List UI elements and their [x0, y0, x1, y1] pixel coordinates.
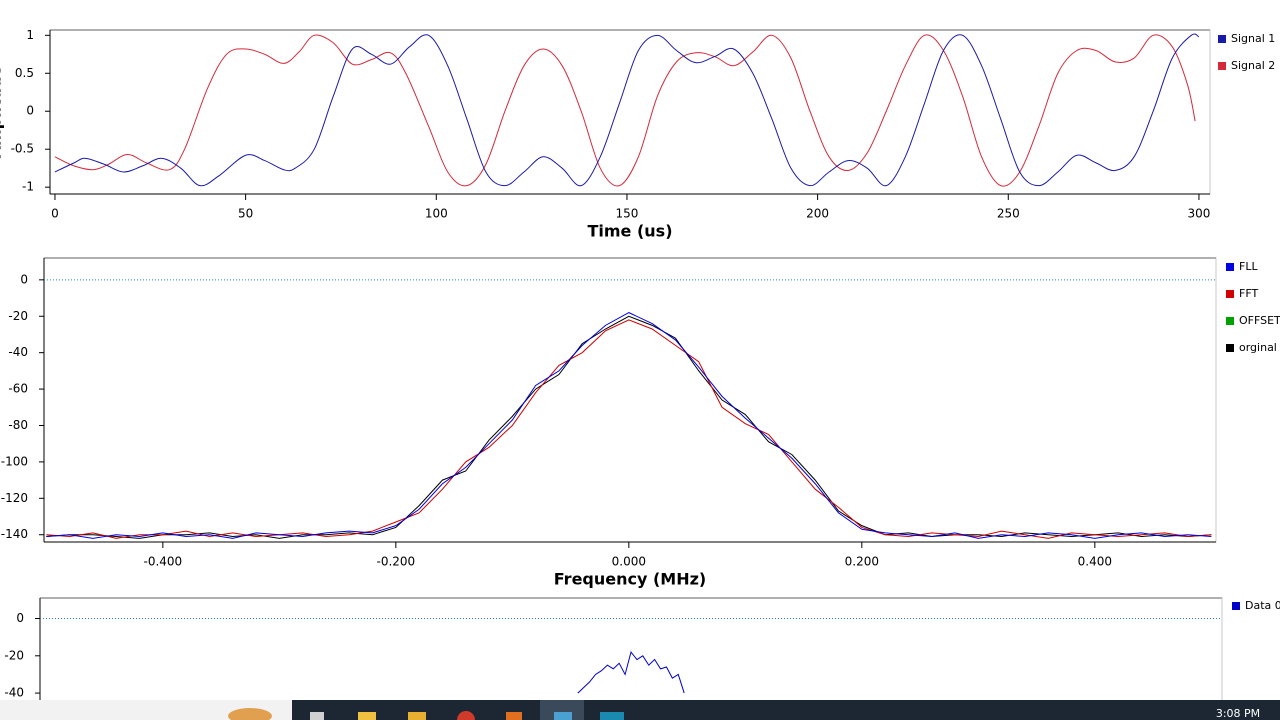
- y-tick-label: -1: [22, 180, 34, 194]
- legend-label: FLL: [1239, 260, 1258, 273]
- x-tick-label: -0.200: [376, 555, 415, 569]
- search-art: [228, 708, 272, 720]
- x-tick-label: 0.000: [612, 555, 646, 569]
- legend-swatch: [1226, 344, 1234, 352]
- y-tick-label: -60: [8, 382, 28, 396]
- series-line: [577, 650, 685, 694]
- y-tick-label: -20: [8, 309, 28, 323]
- charts: -1 -0.5 0 0.5 1 0 50 100 150 200 250 300 Time (us) Am…: [0, 28, 1280, 709]
- app-icon[interactable]: [408, 712, 426, 720]
- y-tick-label: -20: [4, 648, 24, 662]
- legend-swatch: [1226, 290, 1234, 298]
- legend-label: OFFSET: [1239, 314, 1280, 327]
- y-tick-label: -40: [4, 686, 24, 700]
- x-tick-label: 50: [238, 207, 253, 221]
- legend-label: Signal 2: [1231, 59, 1275, 72]
- x-tick-label: 150: [615, 207, 638, 221]
- x-axis-title: Time (us): [587, 222, 672, 241]
- series-line: [54, 34, 1196, 187]
- search-box[interactable]: [0, 700, 292, 720]
- x-tick-label: 0.200: [845, 555, 879, 569]
- y-tick-label: -100: [1, 454, 28, 468]
- legend-swatch: [1218, 62, 1226, 70]
- task-view-icon[interactable]: [310, 712, 324, 720]
- x-axis-title: Frequency (MHz): [554, 570, 706, 589]
- y-tick-label: -140: [1, 527, 28, 541]
- app-icon[interactable]: [506, 712, 522, 720]
- x-tick-label: 200: [806, 207, 829, 221]
- x-tick-label: 100: [425, 207, 448, 221]
- y-tick-label: 0: [26, 104, 34, 118]
- legend-swatch: [1218, 35, 1226, 43]
- legend-label: FFT: [1239, 287, 1258, 300]
- app-icon[interactable]: [600, 712, 624, 720]
- plot-area: [49, 29, 1211, 195]
- series-group: [46, 312, 1212, 539]
- clock: 3:08 PM: [1216, 707, 1260, 720]
- legend-label: Data 0: [1245, 599, 1280, 612]
- series-group: [54, 33, 1200, 187]
- series-line: [46, 315, 1212, 539]
- y-tick-label: -120: [1, 491, 28, 505]
- app-icon[interactable]: [554, 712, 572, 720]
- y-tick-label: -0.5: [11, 142, 34, 156]
- y-tick-label: -40: [8, 345, 28, 359]
- y-tick-label: -80: [8, 418, 28, 432]
- legend-swatch: [1232, 602, 1240, 610]
- y-axis-title: Amplitude: [0, 65, 5, 158]
- chrome-icon[interactable]: [457, 711, 475, 720]
- legend-swatch: [1226, 263, 1234, 271]
- x-tick-label: 0: [51, 207, 59, 221]
- x-tick-label: 300: [1187, 207, 1210, 221]
- y-tick-label: 0: [20, 272, 28, 286]
- taskbar: 3:08 PM: [0, 700, 1280, 720]
- explorer-icon[interactable]: [358, 712, 376, 720]
- series-line: [46, 319, 1212, 539]
- y-tick-label: 0: [16, 611, 24, 625]
- series-line: [54, 33, 1200, 187]
- series-group: [577, 650, 685, 694]
- active-app[interactable]: [540, 700, 584, 720]
- series-line: [46, 312, 1212, 539]
- y-tick-label: 0.5: [15, 66, 34, 80]
- x-tick-label: 250: [997, 207, 1020, 221]
- legend-label: Signal 1: [1231, 32, 1275, 45]
- x-tick-label: -0.400: [143, 555, 182, 569]
- x-tick-label: 0.400: [1078, 555, 1112, 569]
- legend-label: orginal: [1239, 341, 1277, 354]
- y-tick-label: 1: [26, 28, 34, 42]
- legend-swatch: [1226, 317, 1234, 325]
- plot-area: [43, 257, 1217, 543]
